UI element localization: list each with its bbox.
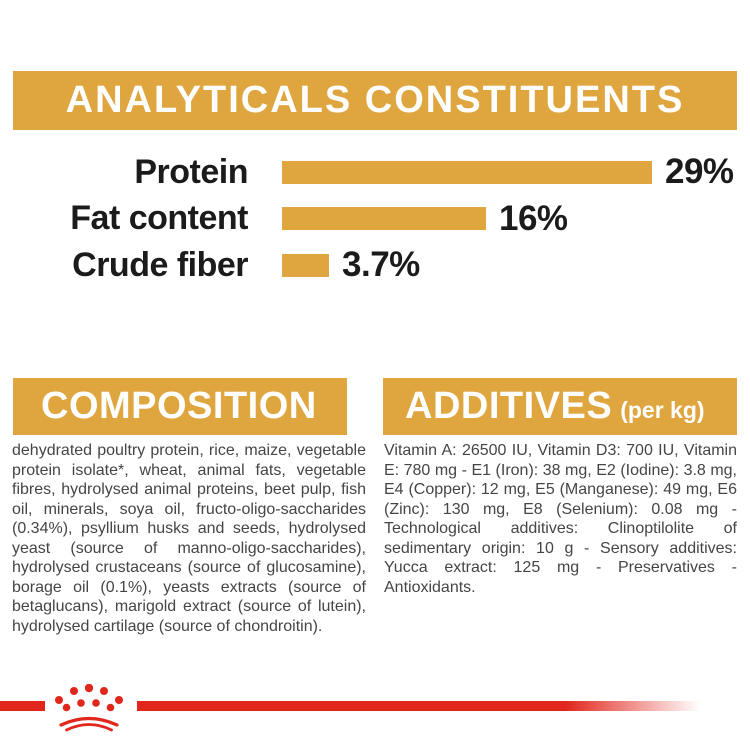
additives-text: Vitamin A: 26500 IU, Vitamin D3: 700 IU,… xyxy=(384,442,737,596)
additives-banner: ADDITIVES (per kg) xyxy=(383,378,737,435)
chart-bar xyxy=(282,253,329,277)
chart-category-label: Protein xyxy=(134,152,248,191)
analyticals-chart: Protein 29% Fat content 16% Crude fiber 3.7% xyxy=(0,149,750,289)
additives-heading: ADDITIVES xyxy=(405,385,613,427)
analyticals-title: ANALYTICALS CONSTITUENTS xyxy=(65,79,685,121)
chart-category-label: Crude fiber xyxy=(72,245,248,284)
analyticals-banner: ANALYTICALS CONSTITUENTS xyxy=(13,71,737,130)
royal-canin-crown-icon xyxy=(55,684,123,732)
composition-heading: COMPOSITION xyxy=(41,385,317,427)
chart-value-label: 29% xyxy=(665,152,734,192)
chart-category-label: Fat content xyxy=(70,199,248,238)
red-stripe-left xyxy=(0,701,45,711)
chart-bar xyxy=(282,207,486,231)
composition-banner: COMPOSITION xyxy=(13,378,347,435)
composition-text: dehydrated poultry protein, rice, maize,… xyxy=(12,442,366,635)
chart-row: Fat content 16% xyxy=(0,196,750,243)
chart-value-label: 16% xyxy=(499,198,568,238)
chart-bar xyxy=(282,160,652,184)
chart-value-label: 3.7% xyxy=(342,245,420,285)
additives-heading-suffix: (per kg) xyxy=(620,397,705,423)
chart-row: Protein 29% xyxy=(0,149,750,196)
chart-row: Crude fiber 3.7% xyxy=(0,242,750,289)
red-stripe-right xyxy=(137,701,700,711)
